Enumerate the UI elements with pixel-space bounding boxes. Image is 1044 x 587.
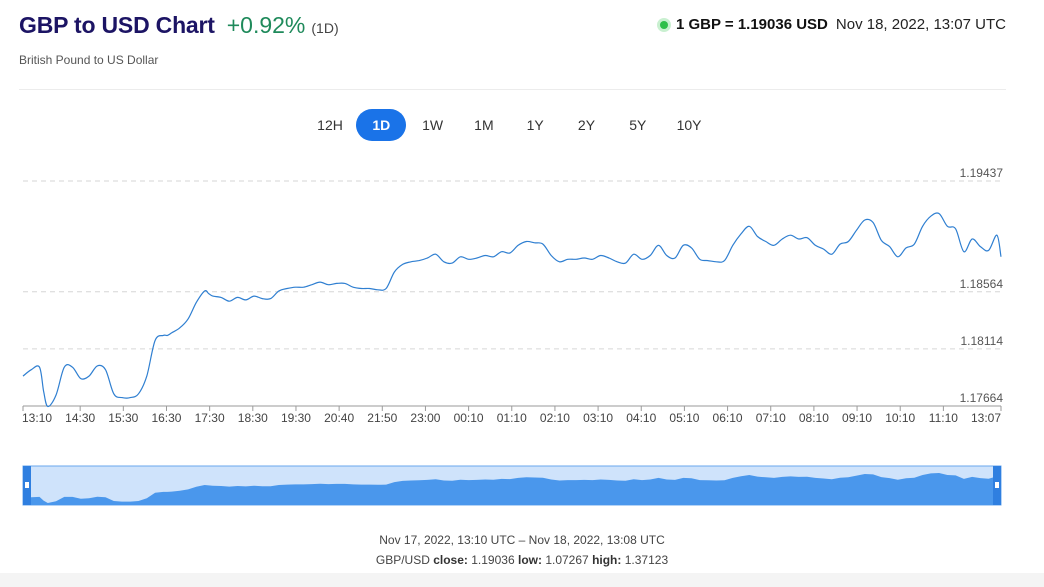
- x-tick-label: 21:50: [367, 411, 397, 425]
- close-label: close:: [433, 553, 468, 567]
- handle-right-grip-icon: [995, 482, 999, 488]
- low-label: low:: [517, 553, 542, 567]
- x-tick-label: 02:10: [540, 411, 570, 425]
- y-tick-label: 1.18114: [961, 334, 1004, 348]
- navigator-area: [23, 473, 1001, 505]
- page-subtitle: British Pound to US Dollar: [19, 53, 159, 67]
- x-tick-label: 11:10: [929, 411, 958, 425]
- chart-footer: Nov 17, 2022, 13:10 UTC – Nov 18, 2022, …: [0, 533, 1044, 567]
- x-tick-label: 19:30: [281, 411, 311, 425]
- x-tick-label: 10:10: [885, 411, 915, 425]
- x-tick-label: 20:40: [324, 411, 354, 425]
- tab-2y[interactable]: 2Y: [577, 117, 596, 133]
- rate-value: 1 GBP = 1.19036 USD: [675, 16, 828, 33]
- ohlc-summary: GBP/USD close: 1.19036 low: 1.07267 high…: [0, 553, 1044, 567]
- y-tick-label: 1.18564: [960, 277, 1004, 291]
- x-tick-label: 14:30: [65, 411, 95, 425]
- x-tick-label: 13:10: [22, 411, 52, 425]
- chart-header: GBP to USD Chart +0.92% (1D) British Pou…: [19, 12, 339, 67]
- x-tick-label: 16:30: [151, 411, 181, 425]
- x-tick-label: 17:30: [195, 411, 225, 425]
- tab-10y[interactable]: 10Y: [676, 117, 702, 133]
- change-percent: +0.92%: [226, 12, 306, 38]
- tab-5y[interactable]: 5Y: [629, 117, 647, 133]
- x-tick-label: 04:10: [626, 411, 656, 425]
- page-bottom-bar: [0, 573, 1044, 587]
- y-tick-label: 1.17664: [960, 391, 1004, 405]
- close-value: 1.19036: [471, 553, 515, 567]
- series-line: [22, 212, 1002, 408]
- x-tick-label: 13:07: [971, 411, 1001, 425]
- range-tabs: 12H 1D 1W 1M 1Y 2Y 5Y 10Y: [305, 109, 715, 141]
- x-tick-label: 23:00: [410, 411, 440, 425]
- x-tick-label: 08:10: [799, 411, 829, 425]
- x-tick-label: 03:10: [583, 411, 613, 425]
- page-title: GBP to USD Chart: [19, 12, 215, 38]
- x-axis-ticks: 13:10 14:30 15:30 16:30 17:30 18:30 19:30 20:40…: [22, 406, 1002, 425]
- tab-1w[interactable]: 1W: [422, 117, 444, 133]
- rate-timestamp: Nov 18, 2022, 13:07 UTC: [835, 16, 1006, 33]
- x-tick-label: 01:10: [497, 411, 527, 425]
- x-tick-label: 05:10: [669, 411, 699, 425]
- x-tick-label: 06:10: [713, 411, 743, 425]
- x-tick-label: 07:10: [756, 411, 786, 425]
- period-label: (1D): [311, 20, 339, 36]
- y-axis-labels: 1.17664 1.18114 1.18564 1.19437: [960, 166, 1004, 405]
- header-divider: [19, 89, 1006, 90]
- y-tick-label: 1.19437: [960, 166, 1004, 180]
- range-navigator: [22, 465, 1002, 506]
- high-value: 1.37123: [624, 553, 669, 567]
- pair-label: GBP/USD: [375, 553, 430, 567]
- live-rate: 1 GBP = 1.19036 USD Nov 18, 2022, 13:07 …: [659, 16, 1006, 33]
- y-gridlines: [23, 180, 1001, 350]
- x-tick-label: 15:30: [108, 411, 138, 425]
- high-label: high:: [592, 553, 622, 567]
- low-value: 1.07267: [545, 553, 589, 567]
- title-row: GBP to USD Chart +0.92% (1D): [19, 12, 339, 39]
- x-tick-label: 00:10: [454, 411, 484, 425]
- date-range: Nov 17, 2022, 13:10 UTC – Nov 18, 2022, …: [379, 533, 665, 547]
- live-dot-icon: [659, 20, 668, 29]
- x-tick-label: 09:10: [842, 411, 872, 425]
- handle-left-grip-icon: [25, 482, 29, 488]
- x-tick-label: 18:30: [238, 411, 268, 425]
- tab-1y[interactable]: 1Y: [526, 117, 544, 133]
- tab-1m[interactable]: 1M: [474, 117, 494, 133]
- tab-12h[interactable]: 12H: [317, 117, 343, 133]
- tab-1d[interactable]: 1D: [356, 109, 407, 141]
